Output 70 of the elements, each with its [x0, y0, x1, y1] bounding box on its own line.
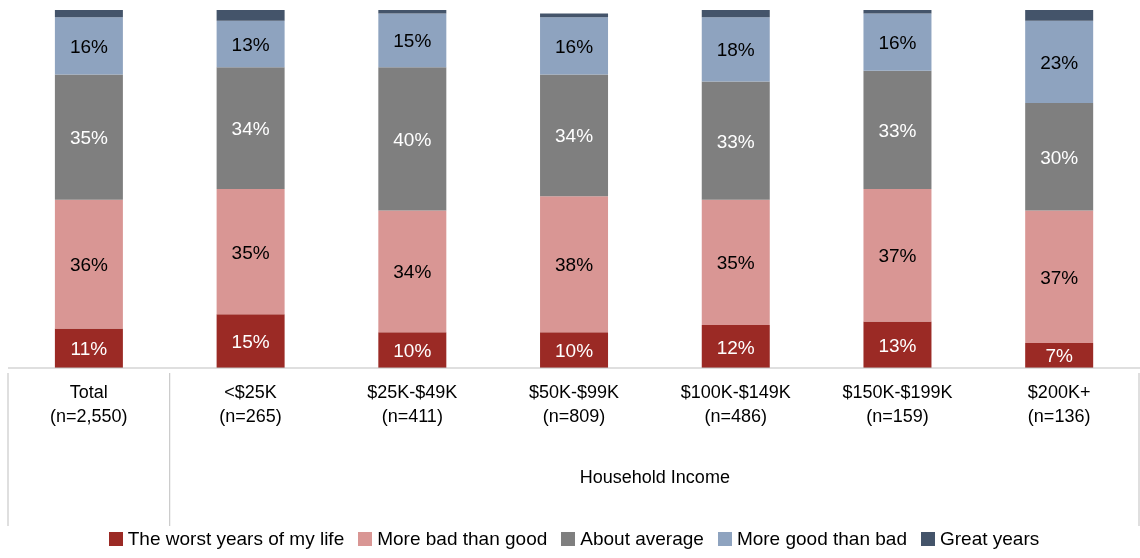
data-label: 16%: [555, 35, 594, 57]
data-label: 35%: [231, 241, 270, 263]
bar: [54, 199, 123, 329]
bar: [54, 17, 123, 75]
legend-label: More bad than good: [377, 528, 548, 550]
bar: [216, 189, 285, 315]
x-tick-label: <$25K (n=265): [219, 382, 282, 426]
bar: [863, 70, 932, 189]
bar: [216, 314, 285, 368]
data-label: 37%: [878, 245, 917, 267]
data-label: 37%: [1040, 266, 1079, 288]
bar: [1025, 10, 1094, 21]
x-tick-label: Total (n=2,550): [50, 382, 128, 426]
data-label: 36%: [69, 254, 109, 276]
bar: [216, 20, 285, 68]
bar: [863, 321, 932, 368]
bar: [701, 199, 770, 326]
data-label: 15%: [393, 30, 432, 52]
bar: [540, 17, 609, 75]
data-label: 13%: [878, 334, 917, 356]
x-tick-label: $150K-$199K (n=159): [842, 382, 953, 426]
bar: [701, 10, 770, 18]
data-label: 12%: [716, 336, 755, 358]
x-tick-label: $200K+ (n=136): [1027, 382, 1091, 426]
bar: [378, 13, 447, 68]
data-label: 40%: [393, 128, 432, 150]
data-label: 7%: [1045, 345, 1074, 367]
data-label: 10%: [393, 340, 432, 362]
data-label: 33%: [878, 119, 917, 141]
legend-label: More good than bad: [736, 528, 907, 550]
legend-label: About average: [580, 528, 704, 550]
bar: [216, 67, 285, 189]
data-label: 23%: [1040, 51, 1079, 73]
x-axis-title: Household Income: [579, 467, 730, 487]
x-tick-label: $25K-$49K (n=411): [367, 382, 458, 426]
bar: [1025, 103, 1094, 211]
data-label: 16%: [69, 35, 109, 57]
bar: [540, 196, 609, 333]
data-label: 33%: [716, 130, 755, 152]
bar: [863, 10, 932, 14]
bar: [1025, 20, 1094, 104]
bar: [701, 81, 770, 200]
data-label: 16%: [878, 32, 917, 54]
bar: [378, 67, 447, 211]
bar: [540, 74, 609, 197]
data-label: 35%: [69, 127, 109, 149]
data-label: 30%: [1040, 146, 1079, 168]
bar: [216, 10, 285, 21]
data-label: 15%: [231, 331, 270, 353]
x-tick-label: $50K-$99K (n=809): [528, 382, 620, 426]
data-label: 34%: [231, 118, 270, 140]
data-label: 38%: [555, 254, 594, 276]
bar: [863, 13, 932, 71]
bar: [378, 10, 447, 14]
data-label: 35%: [716, 252, 755, 274]
data-label: 10%: [555, 340, 594, 362]
x-tick-label: $100K-$149K (n=486): [680, 382, 791, 426]
data-label: 34%: [393, 261, 432, 283]
legend-label: Great years: [939, 528, 1040, 550]
bar: [863, 189, 932, 322]
bar: [378, 210, 447, 333]
bar: [54, 74, 123, 200]
data-label: 11%: [70, 338, 108, 360]
data-label: 34%: [555, 125, 594, 147]
legend-label: The worst years of my life: [127, 528, 345, 550]
bar: [1025, 210, 1094, 343]
data-label: 13%: [231, 34, 270, 56]
bar: [701, 17, 770, 82]
data-label: 18%: [716, 39, 755, 61]
bar: [54, 10, 123, 18]
